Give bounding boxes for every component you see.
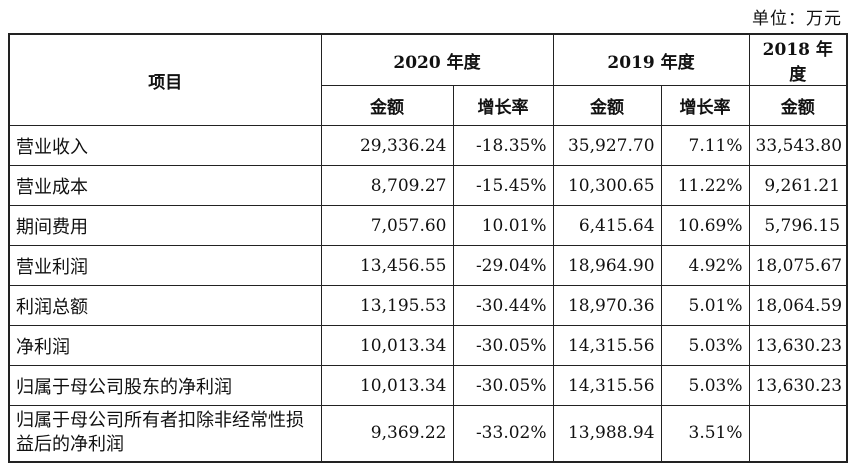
amount-2019: 14,315.56 xyxy=(552,365,662,406)
growth-2019: 10.69% xyxy=(660,205,750,246)
growth-2019: 5.01% xyxy=(660,285,750,326)
row-label: 利润总额 xyxy=(8,285,322,326)
growth-2020: -33.02% xyxy=(452,405,554,462)
growth-2020: -30.05% xyxy=(452,325,554,366)
unit-label: 单位：万元 xyxy=(752,9,842,29)
financial-table: 项目 2020 年度 2019 年度 2018 年度 金额 增长率 金额 增长率… xyxy=(8,33,849,463)
header-year-2018: 2018 年度 xyxy=(748,33,848,86)
amount-2018 xyxy=(748,405,848,462)
table-row: 营业收入 29,336.24 -18.35% 35,927.70 7.11% 33,543… xyxy=(8,125,848,166)
amount-2019: 10,300.65 xyxy=(552,165,662,206)
header-row-years: 项目 2020 年度 2019 年度 2018 年度 xyxy=(8,33,848,126)
amount-2018: 18,075.67 xyxy=(748,245,848,286)
growth-2019: 3.51% xyxy=(660,405,750,462)
row-label: 归属于母公司所有者扣除非经常性损益后的净利润 xyxy=(8,405,322,462)
amount-2018: 13,630.23 xyxy=(748,365,848,406)
amount-2020: 8,709.27 xyxy=(320,165,454,206)
header-amount-2018: 金额 xyxy=(748,85,848,126)
growth-2019: 5.03% xyxy=(660,325,750,366)
table-row: 期间费用 7,057.60 10.01% 6,415.64 10.69% 5,796.15 xyxy=(8,205,848,246)
header-row-metrics: 金额 增长率 金额 增长率 金额 xyxy=(9,85,848,126)
header-amount-2019: 金额 xyxy=(552,85,662,126)
header-item: 项目 xyxy=(8,33,322,126)
amount-2019: 18,970.36 xyxy=(552,285,662,326)
table-row: 归属于母公司股东的净利润 10,013.34 -30.05% 14,315.56 5.0… xyxy=(8,365,848,406)
amount-2018: 5,796.15 xyxy=(748,205,848,246)
growth-2020: -15.45% xyxy=(452,165,554,206)
row-label: 营业收入 xyxy=(8,125,322,166)
amount-2018: 13,630.23 xyxy=(748,325,848,366)
growth-2019: 4.92% xyxy=(660,245,750,286)
amount-2018: 9,261.21 xyxy=(748,165,848,206)
table-row: 利润总额 13,195.53 -30.44% 18,970.36 5.01% 18,064… xyxy=(8,285,848,326)
header-amount-2020: 金额 xyxy=(320,85,454,126)
growth-2020: -29.04% xyxy=(452,245,554,286)
growth-2020: -18.35% xyxy=(452,125,554,166)
growth-2019: 11.22% xyxy=(660,165,750,206)
amount-2020: 10,013.34 xyxy=(320,325,454,366)
row-label: 期间费用 xyxy=(8,205,322,246)
table-row: 归属于母公司所有者扣除非经常性损益后的净利润 9,369.22 -33.02% 13,… xyxy=(8,405,848,462)
amount-2020: 13,456.55 xyxy=(320,245,454,286)
amount-2019: 14,315.56 xyxy=(552,325,662,366)
amount-2018: 18,064.59 xyxy=(748,285,848,326)
growth-2019: 5.03% xyxy=(660,365,750,406)
amount-2019: 18,964.90 xyxy=(552,245,662,286)
amount-2019: 13,988.94 xyxy=(552,405,662,462)
table-row: 营业利润 13,456.55 -29.04% 18,964.90 4.92% 18,075… xyxy=(8,245,848,286)
row-label: 净利润 xyxy=(8,325,322,366)
growth-2019: 7.11% xyxy=(660,125,750,166)
header-growth-2020: 增长率 xyxy=(452,85,554,126)
header-year-2019: 2019 年度 xyxy=(552,33,750,86)
growth-2020: -30.44% xyxy=(452,285,554,326)
amount-2020: 29,336.24 xyxy=(320,125,454,166)
amount-2018: 33,543.80 xyxy=(748,125,848,166)
amount-2020: 7,057.60 xyxy=(320,205,454,246)
row-label: 营业利润 xyxy=(8,245,322,286)
amount-2019: 35,927.70 xyxy=(552,125,662,166)
amount-2020: 10,013.34 xyxy=(320,365,454,406)
amount-2020: 9,369.22 xyxy=(320,405,454,462)
row-label: 营业成本 xyxy=(8,165,322,206)
header-growth-2019: 增长率 xyxy=(660,85,750,126)
amount-2020: 13,195.53 xyxy=(320,285,454,326)
table-row: 净利润 10,013.34 -30.05% 14,315.56 5.03% 13,630.… xyxy=(8,325,848,366)
row-label: 归属于母公司股东的净利润 xyxy=(8,365,322,406)
growth-2020: 10.01% xyxy=(452,205,554,246)
table-row: 营业成本 8,709.27 -15.45% 10,300.65 11.22% 9,261.… xyxy=(8,165,848,206)
growth-2020: -30.05% xyxy=(452,365,554,406)
header-year-2020: 2020 年度 xyxy=(320,33,554,86)
amount-2019: 6,415.64 xyxy=(552,205,662,246)
